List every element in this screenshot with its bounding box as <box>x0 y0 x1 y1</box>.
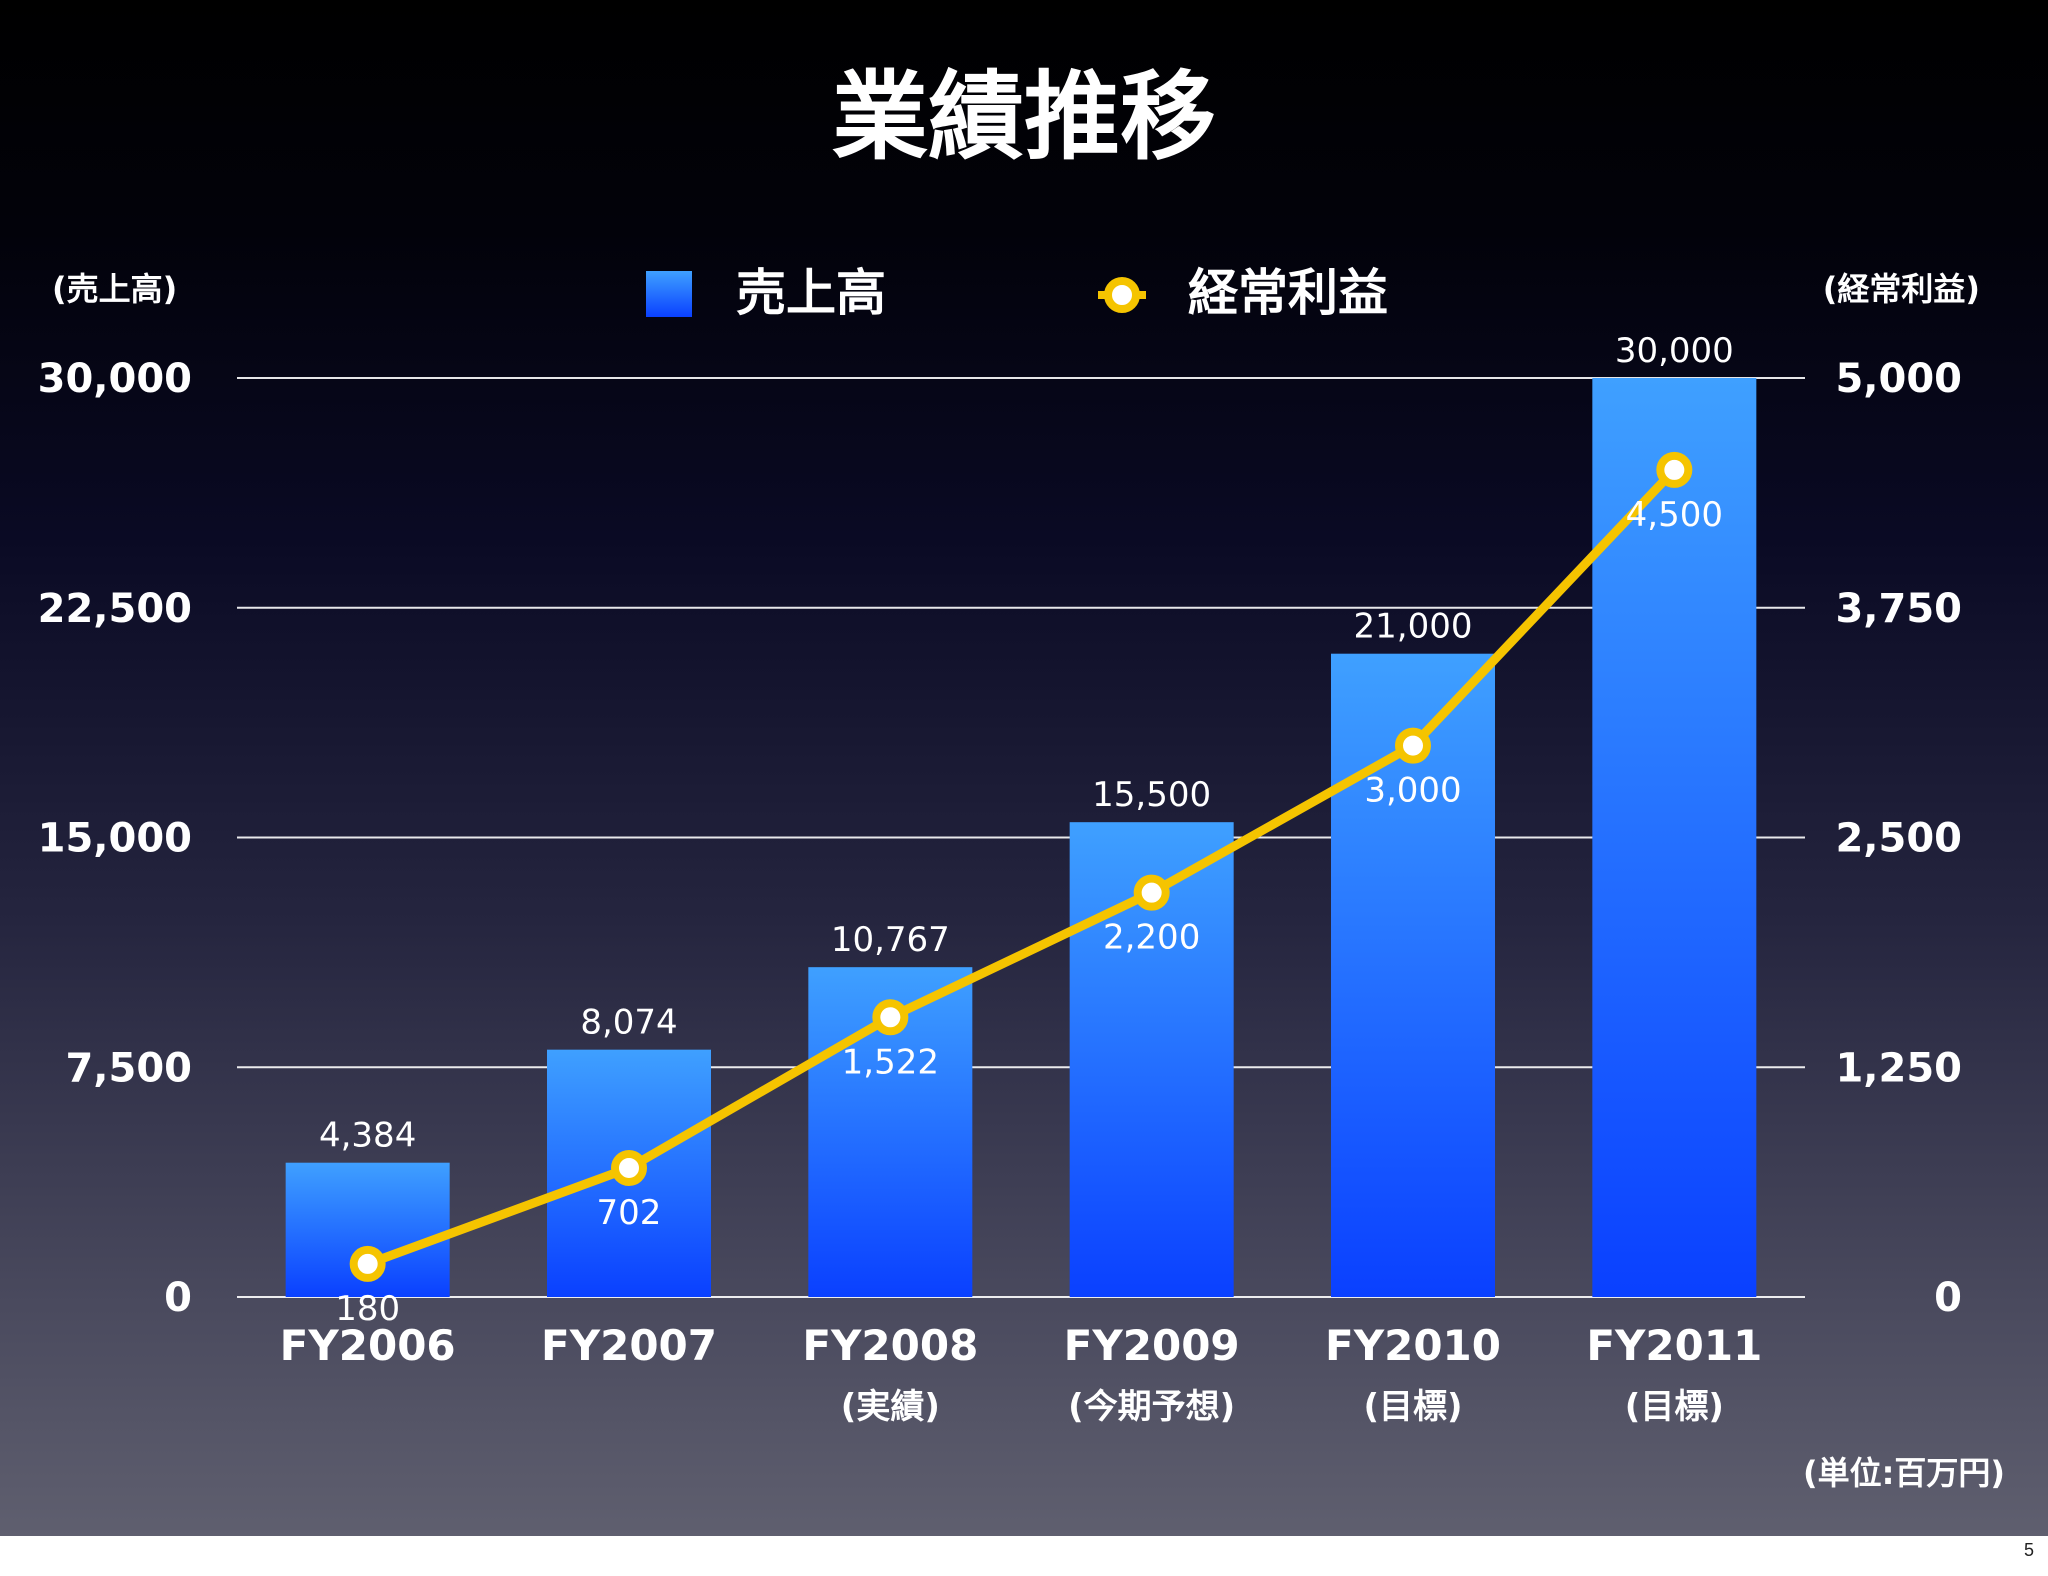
sales-bar-label: 8,074 <box>580 1003 677 1043</box>
legend-swatch-sales <box>646 271 692 317</box>
sales-bar-label: 30,000 <box>1615 331 1734 371</box>
legend: 売上高 経常利益 <box>646 264 1388 322</box>
left-axis-label: (売上高) <box>52 270 177 308</box>
profit-label: 3,000 <box>1364 771 1461 811</box>
right-axis-ticks: 0 1,250 2,500 3,750 5,000 <box>1835 356 1962 1321</box>
profit-line <box>349 451 1693 1282</box>
left-axis-ticks: 0 7,500 15,000 22,500 30,000 <box>38 356 192 1321</box>
right-tick-label: 3,750 <box>1835 586 1962 632</box>
chart: 業績推移 (売上高) (経常利益) 売上高 経常利益 0 7,500 15,000 2… <box>38 61 2005 1492</box>
sales-bar-label: 21,000 <box>1354 607 1473 647</box>
profit-label: 180 <box>335 1289 400 1329</box>
page-number: 5 <box>2023 1540 2034 1560</box>
right-tick-label: 5,000 <box>1835 356 1962 402</box>
x-tick-label: FY2008 <box>802 1321 978 1370</box>
x-tick-sublabel: (目標) <box>1363 1387 1462 1427</box>
profit-point <box>1656 451 1693 488</box>
sales-bar-label: 4,384 <box>319 1116 416 1156</box>
profit-label: 1,522 <box>842 1042 939 1082</box>
gridlines <box>237 377 1805 1298</box>
profit-label: 702 <box>597 1193 662 1233</box>
x-tick-label: FY2007 <box>541 1321 717 1370</box>
chart-title: 業績推移 <box>832 61 1216 173</box>
x-tick-sublabel: (今期予想) <box>1068 1387 1235 1427</box>
left-tick-label: 15,000 <box>38 816 192 862</box>
profit-point <box>1395 727 1431 764</box>
profit-label: 2,200 <box>1103 918 1200 958</box>
profit-point <box>1133 874 1170 911</box>
legend-marker-profit <box>1104 277 1140 313</box>
profit-point <box>872 999 909 1036</box>
x-tick-label: FY2011 <box>1586 1321 1762 1370</box>
profit-polyline <box>366 466 1678 1269</box>
sales-bars <box>285 378 1757 1297</box>
left-tick-label: 22,500 <box>38 586 192 632</box>
left-tick-label: 0 <box>164 1275 192 1321</box>
profit-point <box>349 1245 386 1282</box>
unit-note: (単位:百万円) <box>1803 1454 2005 1492</box>
left-tick-label: 30,000 <box>38 356 192 402</box>
profit-labels: 180 702 1,522 2,200 3,000 4,500 <box>335 495 1723 1329</box>
left-tick-label: 7,500 <box>65 1045 192 1091</box>
sales-bar-labels: 4,384 8,074 10,767 15,500 21,000 30,000 <box>319 331 1734 1156</box>
sales-bar-label: 10,767 <box>831 920 950 960</box>
right-tick-label: 2,500 <box>1835 816 1962 862</box>
x-tick-label: FY2006 <box>280 1321 456 1370</box>
x-tick-sublabel: (実績) <box>841 1387 940 1427</box>
profit-label: 4,500 <box>1626 495 1723 535</box>
slide-background: 業績推移 (売上高) (経常利益) 売上高 経常利益 0 7,500 15,000 2… <box>0 0 2048 1536</box>
right-tick-label: 0 <box>1934 1275 1962 1321</box>
x-tick-sublabel: (目標) <box>1625 1387 1724 1427</box>
x-axis-labels: FY2006 FY2007 FY2008 (実績) FY2009 (今期予想) FY2010… <box>280 1321 1763 1427</box>
x-tick-label: FY2009 <box>1064 1321 1240 1370</box>
profit-point <box>611 1149 647 1186</box>
legend-label-profit: 経常利益 <box>1188 264 1388 322</box>
sales-bar-label: 15,500 <box>1092 775 1211 815</box>
x-tick-label: FY2010 <box>1325 1321 1501 1370</box>
right-axis-label: (経常利益) <box>1823 270 1980 308</box>
legend-label-sales: 売上高 <box>736 264 886 322</box>
right-tick-label: 1,250 <box>1835 1045 1962 1091</box>
